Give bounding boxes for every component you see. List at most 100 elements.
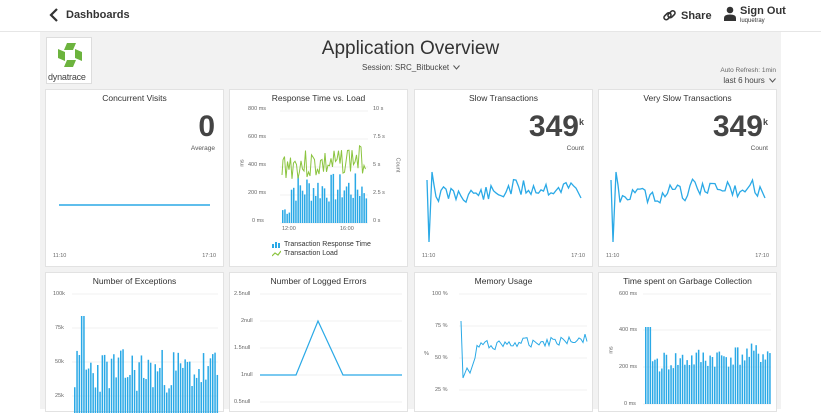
y-tick: 25 % xyxy=(435,387,448,393)
response-time-bar xyxy=(339,174,341,223)
y-axis-label: % xyxy=(424,351,429,357)
exceptions-bar xyxy=(101,355,104,413)
exceptions-bar xyxy=(129,374,131,413)
y-left-tick: 200 ms xyxy=(248,190,267,196)
response-time-bar xyxy=(293,187,295,223)
time-range-label: last 6 hours xyxy=(723,76,765,85)
back-to-dashboards-button[interactable]: Dashboards xyxy=(48,8,130,22)
session-selector[interactable]: Session: SRC_Bitbucket xyxy=(362,63,461,72)
share-button[interactable]: Share xyxy=(662,8,712,23)
logged-errors-panel[interactable]: Number of Logged Errors 2.5null 2null 1.… xyxy=(229,272,408,412)
x-start-label: 11:10 xyxy=(606,253,620,259)
gc-bar xyxy=(656,358,658,404)
response-time-bar xyxy=(317,182,319,223)
memory-usage-panel[interactable]: Memory Usage 100 % 75 % 50 % 25 % % xyxy=(414,272,593,412)
concurrent-visits-panel[interactable]: Concurrent Visits 0 Average 11:10 17:10 xyxy=(45,89,224,267)
gc-bar xyxy=(691,355,693,404)
response-time-bar xyxy=(299,185,302,223)
x-end-label: 17:10 xyxy=(755,253,769,259)
exceptions-bar xyxy=(198,369,200,413)
garbage-collection-panel[interactable]: Time spent on Garbage Collection 600 ms … xyxy=(598,272,777,412)
value-unit: k xyxy=(762,117,768,127)
gc-bar xyxy=(732,364,734,404)
panel-title: Very Slow Transactions xyxy=(643,93,732,103)
gc-bar xyxy=(757,353,760,404)
y-tick: 75k xyxy=(55,325,64,331)
exceptions-bar xyxy=(156,371,159,413)
auto-refresh-label: Auto Refresh: 1min xyxy=(720,67,776,74)
gc-bar xyxy=(714,366,716,404)
y-right-tick: 2.5 s xyxy=(373,190,385,196)
exceptions-bar xyxy=(168,388,170,413)
exceptions-bar xyxy=(87,368,90,413)
gc-bar xyxy=(663,352,665,404)
gc-bar xyxy=(661,368,663,404)
y-tick: 75 % xyxy=(435,323,448,329)
exceptions-bar xyxy=(214,352,216,413)
exceptions-panel[interactable]: Number of Exceptions 100k 75k 50k 25k xyxy=(45,272,224,413)
response-time-panel[interactable]: Response Time vs. Load 800 ms 600 ms 400… xyxy=(229,89,408,267)
exceptions-bar xyxy=(179,363,182,413)
very-slow-transactions-sublabel: Count xyxy=(750,145,768,152)
exceptions-bar xyxy=(85,369,87,413)
exceptions-bar xyxy=(191,386,193,413)
response-time-bar xyxy=(295,200,297,223)
exceptions-bar xyxy=(145,379,147,413)
panel-title: Slow Transactions xyxy=(469,93,538,103)
exceptions-bar xyxy=(186,361,189,413)
exceptions-bar xyxy=(182,367,184,413)
panel-title: Concurrent Visits xyxy=(102,93,167,103)
gc-bar xyxy=(681,354,684,404)
response-time-bar xyxy=(337,189,339,223)
y-tick: 0 ms xyxy=(624,401,636,407)
y-tick: 1null xyxy=(241,372,253,378)
gc-bar xyxy=(700,362,702,404)
gc-bar xyxy=(665,354,668,404)
response-time-bar xyxy=(348,182,350,223)
exceptions-bar xyxy=(161,349,163,413)
chevron-left-icon xyxy=(49,8,58,22)
y-right-tick: 7.5 s xyxy=(373,134,385,140)
gc-bar xyxy=(672,368,675,404)
memory-usage-line xyxy=(460,320,588,379)
response-time-bar xyxy=(301,190,304,223)
gc-bar xyxy=(723,356,725,404)
exceptions-bar xyxy=(170,385,173,413)
y-tick: 25k xyxy=(55,393,64,399)
exceptions-bar xyxy=(120,350,122,413)
gc-bar xyxy=(684,364,686,404)
response-time-bar xyxy=(359,196,361,223)
response-time-bar xyxy=(343,190,346,223)
transaction-load-line xyxy=(281,144,366,179)
concurrent-visits-value: 0 xyxy=(198,110,215,143)
legend-response-time: Transaction Response Time xyxy=(272,241,371,248)
y-left-tick: 800 ms xyxy=(248,106,267,112)
slow-transactions-panel[interactable]: Slow Transactions 349k Count 11:10 17:10 xyxy=(414,89,593,267)
exceptions-bar xyxy=(115,377,117,413)
y-right-tick: 5 s xyxy=(373,162,381,168)
dynatrace-logo-icon xyxy=(58,43,82,67)
exceptions-bar xyxy=(90,362,92,413)
exceptions-bar xyxy=(193,374,196,413)
response-time-bar xyxy=(330,174,332,223)
gc-bar xyxy=(734,347,737,404)
response-time-bar xyxy=(354,173,357,223)
legend-label: Transaction Load xyxy=(284,250,338,257)
gc-bar xyxy=(697,349,700,404)
legend-transaction-load: Transaction Load xyxy=(272,250,338,257)
exceptions-bar xyxy=(140,355,143,413)
x-tick: 16:00 xyxy=(340,226,354,232)
exceptions-bar xyxy=(154,364,156,413)
gc-bar xyxy=(668,369,670,404)
response-time-bar xyxy=(323,188,326,223)
time-range-selector[interactable]: last 6 hours xyxy=(680,76,776,85)
response-time-bar xyxy=(328,201,330,223)
exceptions-bar xyxy=(94,387,97,413)
exceptions-bar xyxy=(108,388,110,413)
very-slow-transactions-panel[interactable]: Very Slow Transactions 349k Count 11:10 … xyxy=(598,89,777,267)
exceptions-bar xyxy=(136,390,138,413)
sign-out-button[interactable]: Sign Out luquetray xyxy=(724,6,786,26)
page-title: Application Overview xyxy=(321,38,500,59)
exceptions-bar xyxy=(209,358,212,413)
y-tick: 100k xyxy=(53,291,65,297)
